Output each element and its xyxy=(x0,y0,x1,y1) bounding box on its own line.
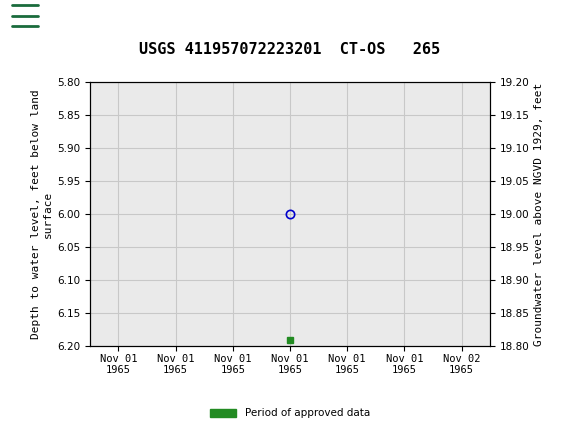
Y-axis label: Groundwater level above NGVD 1929, feet: Groundwater level above NGVD 1929, feet xyxy=(534,82,544,346)
Legend: Period of approved data: Period of approved data xyxy=(206,404,374,423)
Text: USGS: USGS xyxy=(46,9,106,28)
Y-axis label: Depth to water level, feet below land
surface: Depth to water level, feet below land su… xyxy=(31,89,53,339)
FancyBboxPatch shape xyxy=(9,6,41,31)
Text: USGS 411957072223201  CT-OS   265: USGS 411957072223201 CT-OS 265 xyxy=(139,42,441,57)
